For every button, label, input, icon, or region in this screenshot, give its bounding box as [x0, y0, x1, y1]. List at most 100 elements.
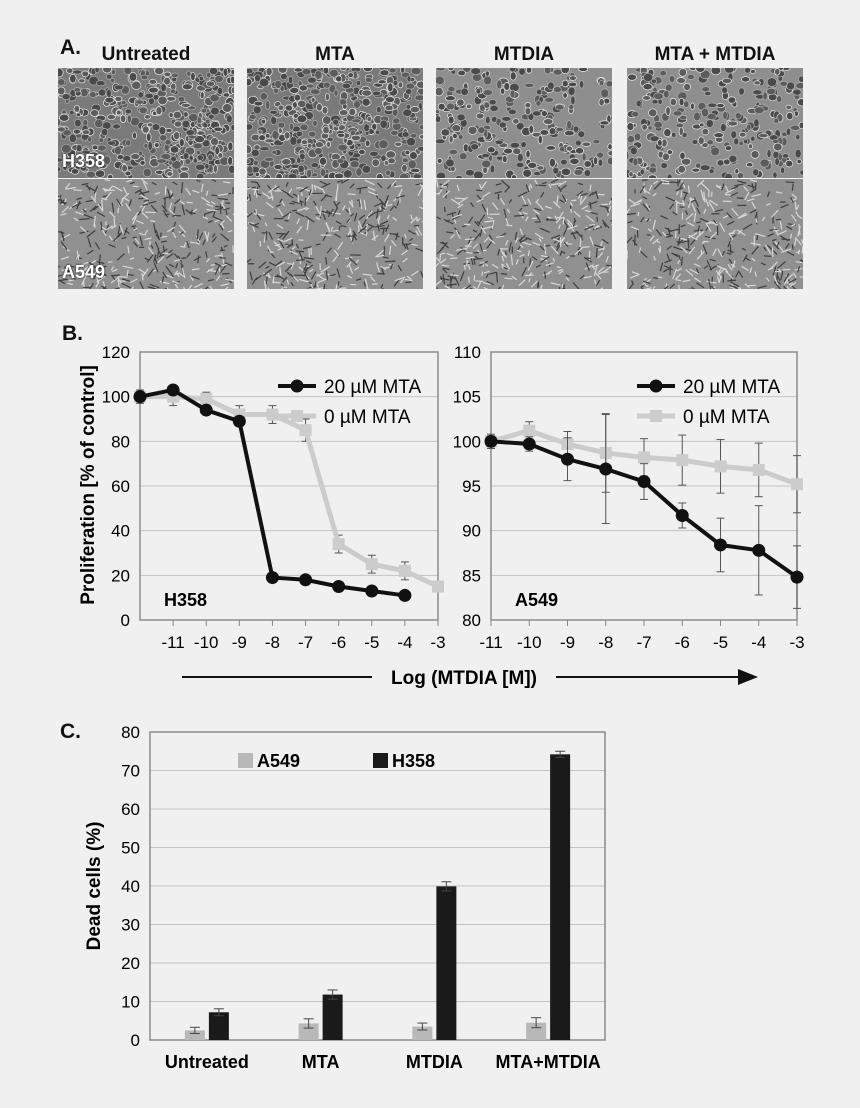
data-point: [432, 580, 444, 593]
cell: [508, 108, 517, 116]
y-tick-label: 40: [111, 522, 130, 541]
cell: [75, 112, 81, 118]
cell: [96, 211, 106, 217]
cell: [687, 232, 698, 239]
cell: [753, 80, 761, 86]
cell: [339, 68, 347, 71]
cell: [166, 252, 174, 259]
cell: [337, 143, 348, 152]
cell: [258, 134, 266, 142]
cell: [151, 123, 161, 131]
cell: [678, 68, 688, 77]
cell: [186, 240, 190, 249]
cell: [162, 271, 168, 279]
cell: [310, 88, 321, 96]
cell: [183, 286, 186, 289]
cell: [455, 229, 461, 240]
cell: [157, 256, 165, 264]
cell: [449, 234, 455, 239]
cell: [65, 182, 71, 189]
cell: [166, 171, 174, 177]
cell: [113, 218, 116, 227]
cell: [647, 125, 653, 131]
cell: [319, 180, 328, 185]
cell: [734, 183, 744, 187]
cell: [290, 262, 295, 270]
cell: [789, 233, 793, 239]
cell: [161, 276, 165, 283]
cell: [67, 264, 75, 268]
cell: [343, 169, 353, 178]
cell: [265, 276, 268, 285]
cell: [89, 151, 99, 157]
cell: [349, 160, 360, 169]
cell: [447, 275, 456, 280]
cell: [517, 191, 528, 198]
cell: [303, 263, 308, 271]
cell: [93, 185, 99, 194]
cell: [190, 71, 196, 82]
cell: [598, 80, 605, 87]
cell: [174, 270, 179, 276]
cell: [127, 245, 130, 254]
legend-marker-20um: [649, 379, 663, 393]
cell: [572, 125, 580, 133]
cell: [801, 245, 803, 254]
cell: [727, 279, 737, 282]
cell: [372, 230, 376, 242]
cell: [445, 219, 450, 223]
cell: [287, 212, 291, 220]
cell: [143, 143, 149, 149]
cell: [783, 273, 790, 283]
cell: [558, 224, 561, 230]
cell: [283, 237, 293, 243]
cell: [794, 236, 802, 246]
cell: [494, 139, 504, 145]
cell: [313, 287, 324, 289]
cell: [75, 211, 84, 216]
cell: [694, 263, 701, 268]
cell: [546, 216, 552, 219]
cell: [738, 131, 747, 138]
cell: [86, 229, 96, 238]
y-tick-label: 80: [111, 432, 130, 451]
cell: [296, 114, 308, 124]
cell: [224, 286, 229, 289]
cell: [416, 217, 421, 222]
cell: [180, 103, 191, 108]
cell: [147, 141, 153, 151]
cell: [642, 195, 648, 200]
y-tick-label: 110: [454, 343, 481, 362]
cell: [441, 264, 450, 267]
cell: [313, 185, 323, 190]
cell: [597, 271, 604, 276]
cell: [678, 179, 681, 184]
cell: [156, 250, 160, 259]
cell: [456, 184, 460, 192]
cell: [386, 203, 393, 207]
cell: [305, 215, 315, 223]
cell: [683, 192, 688, 201]
cell: [508, 241, 512, 252]
cell: [417, 145, 423, 152]
cell: [58, 117, 62, 127]
cell: [640, 286, 644, 289]
cell: [319, 156, 327, 166]
cell: [279, 266, 282, 276]
y-tick-label: 0: [121, 611, 130, 630]
cell: [308, 189, 312, 196]
data-point: [299, 573, 313, 587]
cell: [773, 142, 783, 152]
cell: [248, 193, 252, 202]
cell: [484, 70, 490, 77]
column-title-mtdia: MTDIA: [493, 44, 555, 65]
cell: [585, 262, 590, 272]
cell: [561, 194, 567, 203]
cell: [275, 204, 281, 208]
cell: [593, 156, 599, 166]
cell: [251, 181, 258, 184]
cell: [639, 250, 648, 259]
cell: [495, 183, 502, 186]
cell: [125, 139, 132, 147]
cell: [681, 132, 688, 139]
